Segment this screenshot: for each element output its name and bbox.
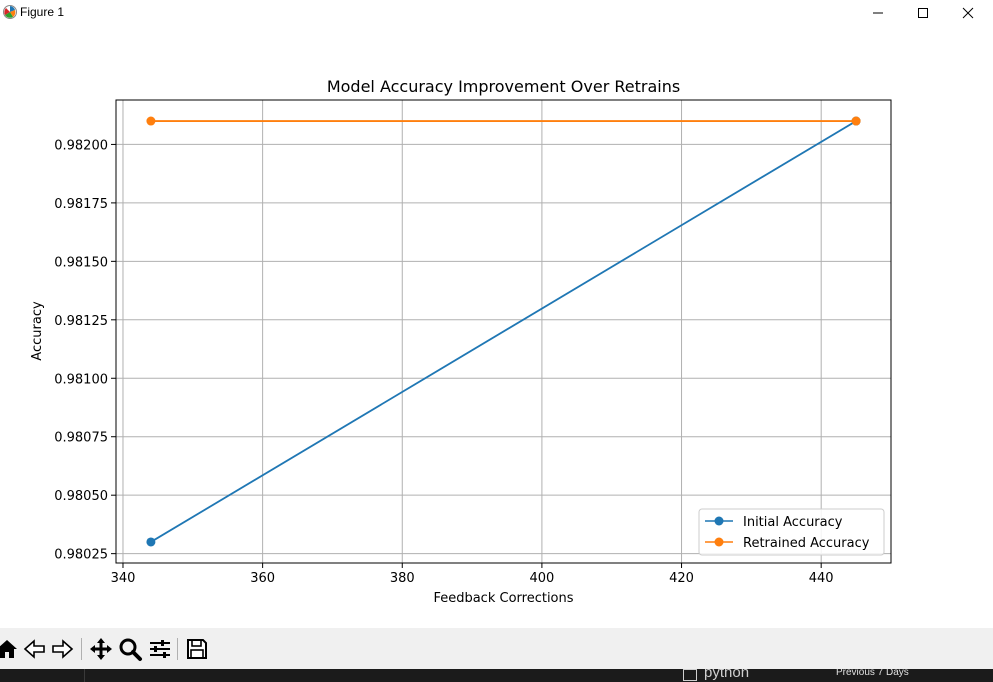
x-tick-label: 360: [250, 571, 275, 586]
window-title: Figure 1: [20, 5, 65, 19]
zoom-button[interactable]: [117, 636, 143, 662]
y-tick-label: 0.98100: [54, 372, 108, 387]
x-tick-label: 440: [809, 571, 834, 586]
data-point-1-1: [851, 116, 861, 126]
home-icon: [0, 640, 17, 658]
minimize-icon: [873, 12, 883, 14]
x-tick-label: 380: [390, 571, 415, 586]
matplotlib-app-icon: [3, 5, 17, 19]
navigation-toolbar: [0, 628, 993, 669]
toolbar-separator: [81, 638, 82, 660]
taskbar-divider: [84, 669, 85, 682]
zoom-icon: [119, 638, 142, 661]
legend-label-initial: Initial Accuracy: [743, 515, 843, 530]
minimize-button[interactable]: [855, 0, 901, 26]
close-icon: [962, 7, 974, 19]
data-series: [146, 116, 861, 547]
x-tick-label: 340: [111, 571, 136, 586]
axes-frame: [115, 99, 892, 564]
accuracy-chart: Model Accuracy Improvement Over Retrains…: [30, 77, 892, 606]
data-point-1-0: [146, 116, 156, 126]
maximize-icon: [918, 8, 928, 18]
legend-marker-initial: [714, 516, 724, 526]
data-point-0-0: [146, 537, 156, 547]
x-tick-label: 400: [529, 571, 554, 586]
pan-icon: [90, 638, 112, 660]
home-button[interactable]: [0, 636, 20, 662]
save-icon: [187, 639, 207, 659]
terminal-icon: [683, 669, 697, 681]
y-tick-label: 0.98075: [54, 431, 108, 446]
y-tick-label: 0.98050: [54, 489, 108, 504]
close-button[interactable]: [945, 0, 991, 26]
save-button[interactable]: [184, 636, 210, 662]
maximize-button[interactable]: [900, 0, 946, 26]
taskbar-python-label[interactable]: python: [704, 669, 750, 681]
y-tick-label: 0.98025: [54, 548, 108, 563]
configure-subplots-icon: [150, 640, 170, 658]
y-tick-label: 0.98200: [54, 138, 108, 153]
y-axis-label: Accuracy: [30, 301, 45, 361]
y-tick-label: 0.98150: [54, 255, 108, 270]
legend-marker-retrained: [714, 537, 724, 547]
background-taskbar: python Previous 7 Days: [0, 669, 993, 682]
y-tick-label: 0.98175: [54, 197, 108, 212]
window-titlebar: Figure 1: [0, 0, 993, 26]
forward-button[interactable]: [49, 636, 75, 662]
chart-legend: Initial Accuracy Retrained Accuracy: [698, 508, 885, 556]
figure-canvas[interactable]: Model Accuracy Improvement Over Retrains…: [0, 26, 993, 628]
toolbar-separator: [177, 638, 178, 660]
legend-box: [698, 508, 885, 556]
forward-icon: [52, 639, 74, 659]
x-axis-label: Feedback Corrections: [433, 591, 573, 606]
back-button[interactable]: [22, 636, 48, 662]
y-tick-label: 0.98125: [54, 314, 108, 329]
configure-subplots-button[interactable]: [147, 636, 173, 662]
legend-label-retrained: Retrained Accuracy: [743, 536, 870, 551]
axis-ticks: 340 360 380 400 420 440 0.98025 0.98050 0.98075 0…: [54, 138, 833, 586]
pan-button[interactable]: [88, 636, 114, 662]
taskbar-history-label[interactable]: Previous 7 Days: [836, 669, 909, 678]
back-icon: [23, 639, 45, 659]
chart-title: Model Accuracy Improvement Over Retrains: [327, 77, 680, 96]
x-tick-label: 420: [669, 571, 694, 586]
series-line-0: [150, 120, 857, 543]
